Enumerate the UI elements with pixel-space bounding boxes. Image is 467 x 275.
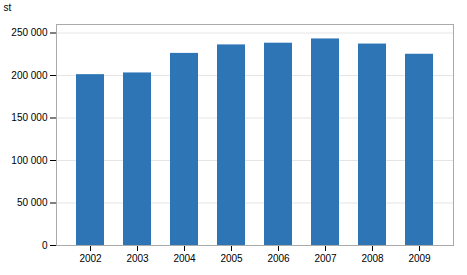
svg-text:250 000: 250 000 bbox=[11, 27, 48, 38]
svg-text:2009: 2009 bbox=[408, 253, 431, 264]
svg-text:2006: 2006 bbox=[267, 253, 290, 264]
svg-text:100 000: 100 000 bbox=[11, 155, 48, 166]
svg-text:2008: 2008 bbox=[361, 253, 384, 264]
svg-text:0: 0 bbox=[42, 240, 48, 251]
svg-text:2003: 2003 bbox=[126, 253, 149, 264]
svg-text:200 000: 200 000 bbox=[11, 70, 48, 81]
svg-text:st: st bbox=[4, 2, 12, 13]
svg-text:150 000: 150 000 bbox=[11, 112, 48, 123]
svg-text:2002: 2002 bbox=[79, 253, 102, 264]
svg-text:2004: 2004 bbox=[173, 253, 196, 264]
svg-text:2007: 2007 bbox=[314, 253, 337, 264]
svg-text:50 000: 50 000 bbox=[17, 197, 48, 208]
svg-text:2005: 2005 bbox=[220, 253, 243, 264]
